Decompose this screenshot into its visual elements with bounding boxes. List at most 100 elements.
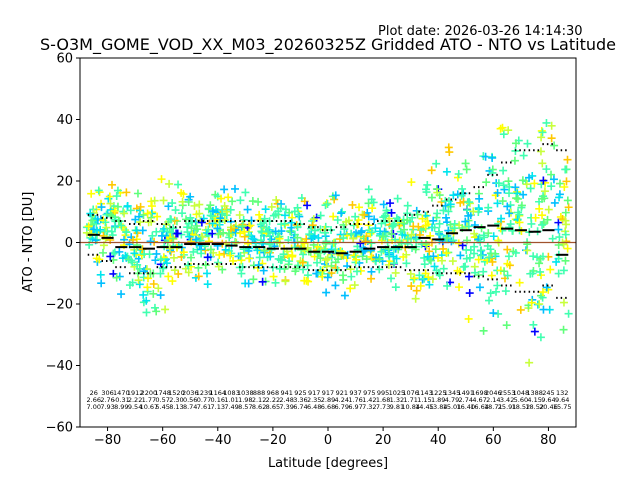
y-tick-label: −60 bbox=[46, 421, 73, 436]
scatter-point bbox=[367, 274, 376, 283]
scatter-point bbox=[286, 227, 295, 236]
bin-annotation: 2.35 bbox=[307, 396, 321, 404]
bin-annotation: 3.42 bbox=[500, 396, 514, 404]
x-tick-label: −40 bbox=[204, 433, 231, 448]
scatter-point bbox=[339, 234, 348, 243]
scatter-point bbox=[421, 185, 430, 194]
bin-annotation: 1698 bbox=[471, 389, 488, 397]
scatter-point bbox=[226, 251, 235, 260]
scatter-point bbox=[192, 222, 201, 231]
scatter-point bbox=[323, 254, 332, 263]
bin-annotation: 14.45 bbox=[415, 403, 434, 411]
scatter-point bbox=[208, 207, 217, 216]
scatter-point bbox=[102, 223, 111, 232]
scatter-point bbox=[494, 309, 503, 318]
scatter-point bbox=[293, 223, 302, 232]
scatter-point bbox=[268, 263, 277, 272]
bin-annotation: 132 bbox=[556, 389, 568, 397]
x-tick-label: 20 bbox=[375, 433, 392, 448]
scatter-point bbox=[527, 219, 536, 228]
scatter-point bbox=[340, 225, 349, 234]
bin-annotation: 7.93 bbox=[100, 403, 114, 411]
scatter-point bbox=[503, 245, 512, 254]
scatter-point bbox=[171, 206, 180, 215]
scatter-point bbox=[309, 215, 318, 224]
scatter-point bbox=[442, 234, 451, 243]
scatter-point bbox=[505, 209, 514, 218]
bin-annotation: 15.75 bbox=[553, 403, 572, 411]
bin-annotation: 1.42 bbox=[362, 396, 376, 404]
scatter-point bbox=[519, 190, 528, 199]
scatter-point bbox=[527, 298, 536, 307]
scatter-point bbox=[479, 326, 488, 335]
scatter-point bbox=[542, 283, 551, 292]
scatter-point bbox=[271, 210, 280, 219]
scatter-point bbox=[375, 265, 384, 274]
scatter-point bbox=[291, 243, 300, 252]
bin-annotation: 1164 bbox=[210, 389, 227, 397]
bin-annotation: 0.56 bbox=[183, 396, 197, 404]
scatter-point bbox=[485, 253, 494, 262]
scatter-point bbox=[482, 178, 491, 187]
bin-annotation: 1.68 bbox=[376, 396, 390, 404]
bin-annotation: 1143 bbox=[416, 389, 433, 397]
scatter-point bbox=[563, 155, 572, 164]
scatter-point bbox=[355, 203, 364, 212]
scatter-point bbox=[236, 251, 245, 260]
scatter-point bbox=[386, 199, 395, 208]
scatter-point bbox=[367, 228, 376, 237]
scatter-point bbox=[499, 181, 508, 190]
scatter-point bbox=[462, 254, 471, 263]
y-axis: −60 −40 −20 0 20 40 60 bbox=[46, 52, 80, 436]
scatter-point bbox=[248, 234, 257, 243]
scatter-point bbox=[149, 289, 158, 298]
scatter-point bbox=[367, 267, 376, 276]
scatter-point bbox=[428, 275, 437, 284]
scatter-point bbox=[444, 207, 453, 216]
scatter-point bbox=[465, 289, 474, 298]
scatter-point bbox=[515, 278, 524, 287]
scatter-point bbox=[378, 232, 387, 241]
bin-annotation: 8.57 bbox=[238, 403, 252, 411]
scatter-point bbox=[299, 265, 308, 274]
scatter-point bbox=[368, 204, 377, 213]
scatter-point bbox=[297, 245, 306, 254]
scatter-point bbox=[214, 230, 223, 239]
scatter-point bbox=[117, 221, 126, 230]
scatter-point bbox=[136, 202, 145, 211]
bin-annotation: 1239 bbox=[196, 389, 213, 397]
scatter-point bbox=[516, 305, 525, 314]
bin-annotation: 8.65 bbox=[266, 403, 280, 411]
scatter-point bbox=[470, 242, 479, 251]
scatter-point bbox=[249, 275, 258, 284]
scatter-point bbox=[391, 268, 400, 277]
scatter-point bbox=[165, 244, 174, 253]
bin-annotation: 10.84 bbox=[401, 403, 420, 411]
scatter-point bbox=[479, 267, 488, 276]
bin-annotation: 1083 bbox=[223, 389, 240, 397]
bin-annotation: 925 bbox=[294, 389, 306, 397]
scatter-point bbox=[88, 216, 97, 225]
bin-annotation: 2.48 bbox=[279, 396, 293, 404]
scatter-point bbox=[379, 231, 388, 240]
scatter-point bbox=[462, 165, 471, 174]
scatter-point bbox=[381, 211, 390, 220]
scatter-point bbox=[379, 200, 388, 209]
scatter-point bbox=[349, 234, 358, 243]
scatter-point bbox=[504, 126, 513, 135]
scatter-point bbox=[414, 222, 423, 231]
scatter-point bbox=[97, 279, 106, 288]
scatter-point bbox=[347, 272, 356, 281]
bin-annotation: 917 bbox=[308, 389, 320, 397]
scatter-point bbox=[493, 199, 502, 208]
scatter-point bbox=[494, 179, 503, 188]
scatter-point bbox=[224, 229, 233, 238]
bin-annotation: 1345 bbox=[444, 389, 461, 397]
scatter-point bbox=[203, 253, 212, 262]
bin-annotation: 6.68 bbox=[321, 403, 335, 411]
scatter-point bbox=[511, 139, 520, 148]
scatter-point bbox=[489, 309, 498, 318]
scatter-point bbox=[323, 273, 332, 282]
scatter-point bbox=[356, 239, 365, 248]
